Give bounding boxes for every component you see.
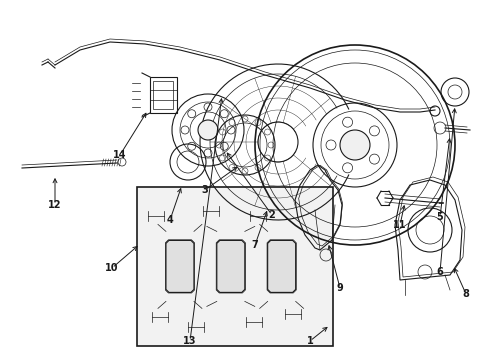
Bar: [137, 187, 332, 346]
Circle shape: [198, 120, 218, 140]
Text: 12: 12: [48, 200, 61, 210]
Text: 10: 10: [105, 263, 119, 273]
Text: 3: 3: [201, 185, 208, 195]
Text: 9: 9: [336, 283, 343, 293]
Text: 2: 2: [268, 210, 275, 220]
Text: 7: 7: [251, 240, 258, 250]
Polygon shape: [267, 240, 295, 292]
Text: 4: 4: [166, 215, 173, 225]
Text: 6: 6: [436, 267, 443, 277]
Text: 1: 1: [306, 336, 313, 346]
Text: 8: 8: [462, 289, 468, 299]
Text: 11: 11: [392, 220, 406, 230]
Polygon shape: [216, 240, 244, 292]
Text: 13: 13: [183, 336, 196, 346]
Circle shape: [339, 130, 369, 160]
Text: 14: 14: [113, 150, 126, 160]
Polygon shape: [165, 240, 194, 292]
Text: 5: 5: [436, 212, 443, 222]
